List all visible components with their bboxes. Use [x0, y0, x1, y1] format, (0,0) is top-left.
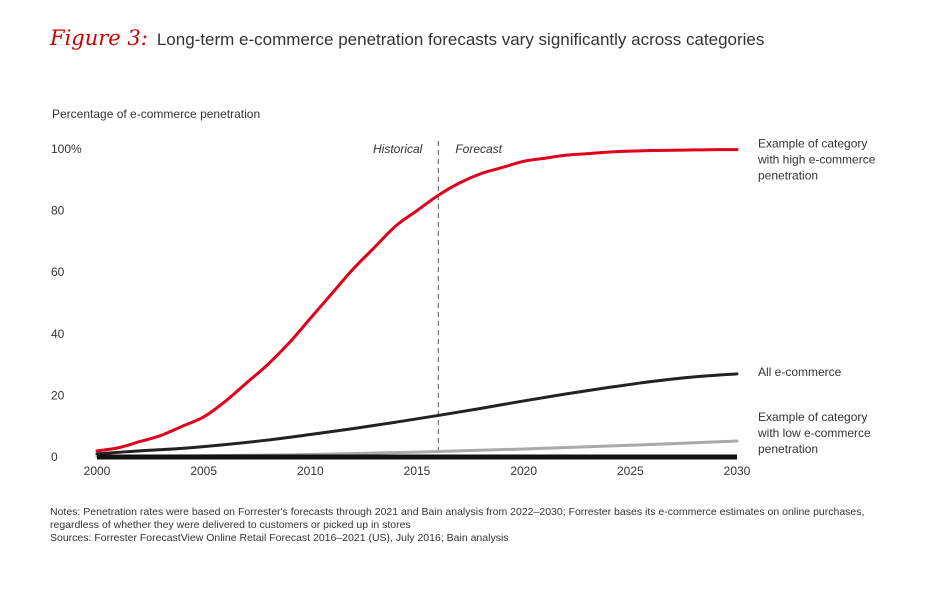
y-tick-label: 40	[51, 327, 65, 341]
series-line	[95, 148, 739, 453]
x-tick-label: 2005	[190, 464, 217, 478]
x-tick-label: 2020	[510, 464, 537, 478]
historical-label: Historical	[373, 142, 423, 156]
x-tick-label: 2025	[617, 464, 644, 478]
x-tick-label: 2000	[84, 464, 111, 478]
y-tick-label: 0	[51, 450, 58, 464]
sources-text: Sources: Forrester ForecastView Online R…	[50, 532, 509, 544]
figure-heading: Figure 3: Long-term e-commerce penetrati…	[50, 26, 764, 50]
series-label-line: Example of category	[758, 137, 867, 151]
notes-text: Notes: Penetration rates were based on F…	[50, 506, 865, 531]
series-label: All e-commerce	[758, 365, 842, 379]
x-tick-label: 2015	[404, 464, 431, 478]
series-label-line: penetration	[758, 442, 818, 456]
y-tick-label: 20	[51, 388, 65, 402]
figure-label: Figure 3:	[50, 26, 148, 50]
x-tick-label: 2010	[297, 464, 324, 478]
forecast-label: Forecast	[455, 142, 502, 156]
line-chart: Percentage of e-commerce penetration His…	[51, 107, 876, 478]
series-label-line: with low e-commerce	[757, 426, 871, 440]
series-label-line: penetration	[758, 169, 818, 183]
x-tick-label: 2030	[724, 464, 751, 478]
series-label: Example of category with low e-commerce pe…	[757, 410, 871, 456]
series-label-line: with high e-commerce	[757, 153, 876, 167]
series-label-line: Example of category	[758, 410, 867, 424]
series-label-line: All e-commerce	[758, 365, 842, 379]
series-line	[95, 372, 739, 456]
y-tick-label: 60	[51, 265, 65, 279]
figure-title: Long-term e-commerce penetration forecas…	[156, 30, 765, 49]
series-label: Example of category with high e-commerce p…	[757, 137, 876, 183]
y-tick-label: 100%	[51, 142, 82, 156]
y-axis-label: Percentage of e-commerce penetration	[52, 107, 260, 121]
notes-section: Notes: Penetration rates were based on F…	[50, 506, 910, 545]
y-tick-label: 80	[51, 204, 65, 218]
